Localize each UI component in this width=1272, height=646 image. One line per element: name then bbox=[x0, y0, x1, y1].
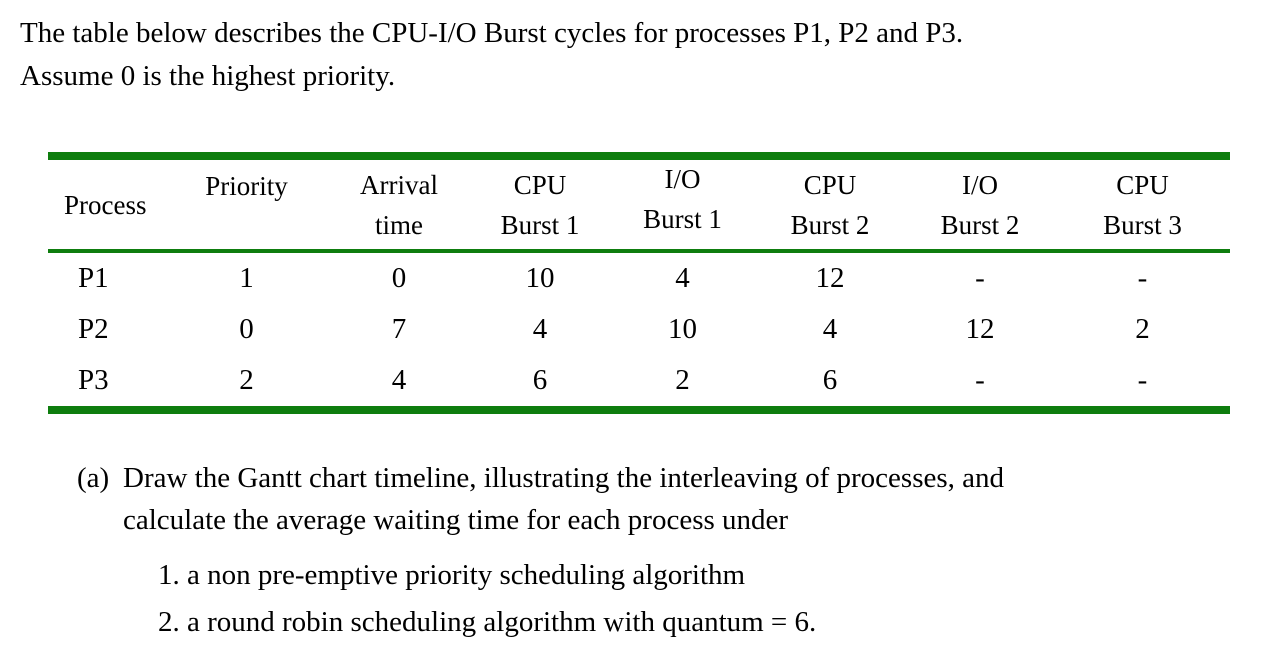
cell-p1-arrival: 0 bbox=[391, 262, 407, 294]
cell-p1-priority: 1 bbox=[239, 262, 254, 294]
intro-paragraph: The table below describes the CPU-I/O Bu… bbox=[20, 12, 1264, 98]
question-a-label: (a) bbox=[77, 462, 110, 494]
cell-p2-cpu-burst-2: 4 bbox=[822, 313, 838, 345]
cell-p3-io-burst-2: - bbox=[975, 364, 985, 396]
table-row-p2: P2 0 7 4 10 4 12 2 bbox=[48, 304, 1230, 355]
header-cell-io-burst-1: I/O Burst 1 bbox=[643, 163, 722, 234]
cell-p1-cpu-burst-1: 10 bbox=[525, 262, 555, 294]
cell-p3-cpu-burst-1: 6 bbox=[532, 364, 548, 396]
burst-table: Process Priority Arrival time CPU Burst … bbox=[48, 152, 1230, 414]
cell-p2-cpu-burst-1: 4 bbox=[532, 313, 548, 345]
cell-p3-io-burst-1: 2 bbox=[675, 364, 690, 396]
header-cell-cpu-burst-1: CPU Burst 1 bbox=[500, 169, 580, 240]
cell-p2-process: P2 bbox=[78, 313, 109, 345]
cell-p2-io-burst-1: 10 bbox=[668, 313, 697, 345]
intro-line-2: Assume 0 is the highest priority. bbox=[20, 60, 396, 92]
header-cell-cpu-burst-3: CPU Burst 3 bbox=[1103, 169, 1182, 240]
cell-p3-arrival: 4 bbox=[391, 364, 407, 396]
table-row-p1: P1 1 0 10 4 12 - - bbox=[48, 253, 1230, 304]
cell-p2-priority: 0 bbox=[239, 313, 254, 345]
cell-p2-cpu-burst-3: 2 bbox=[1135, 313, 1150, 345]
cell-p3-priority: 2 bbox=[239, 364, 254, 396]
list-item-1: 1. a non pre-emptive priority scheduling… bbox=[158, 559, 746, 591]
question-a-line-1: Draw the Gantt chart timeline, illustrat… bbox=[123, 462, 1005, 494]
header-cell-priority: Priority bbox=[205, 171, 288, 201]
cell-p1-cpu-burst-2: 12 bbox=[815, 262, 845, 294]
question-a-line-2: calculate the average waiting time for e… bbox=[123, 503, 789, 536]
list-item-2: 2. a round robin scheduling algorithm wi… bbox=[158, 606, 817, 638]
cell-p1-process: P1 bbox=[78, 262, 109, 294]
table-row-p3: P3 2 4 6 2 6 - - bbox=[48, 355, 1230, 406]
header-cell-arrival-time: Arrival time bbox=[360, 169, 438, 240]
cell-p2-io-burst-2: 12 bbox=[965, 313, 995, 345]
cell-p3-cpu-burst-2: 6 bbox=[822, 364, 838, 396]
question-a-items: 1. a non pre-emptive priority scheduling… bbox=[158, 552, 816, 646]
intro-line-1: The table below describes the CPU-I/O Bu… bbox=[20, 17, 964, 49]
cell-p2-arrival: 7 bbox=[391, 313, 407, 345]
header-cell-cpu-burst-2: CPU Burst 2 bbox=[790, 169, 870, 240]
question-a: (a) Draw the Gantt chart timeline, illus… bbox=[77, 458, 1267, 541]
header-cell-io-burst-2: I/O Burst 2 bbox=[940, 169, 1020, 240]
cell-p3-process: P3 bbox=[78, 364, 109, 396]
cell-p1-io-burst-2: - bbox=[975, 262, 985, 294]
cell-p1-cpu-burst-3: - bbox=[1137, 262, 1148, 294]
cell-p1-io-burst-1: 4 bbox=[675, 262, 690, 294]
burst-table-header-row: Process Priority Arrival time CPU Burst … bbox=[48, 160, 1230, 253]
header-cell-process: Process bbox=[64, 189, 147, 220]
cell-p3-cpu-burst-3: - bbox=[1137, 364, 1148, 396]
question-a-text: Draw the Gantt chart timeline, illustrat… bbox=[123, 458, 1267, 541]
